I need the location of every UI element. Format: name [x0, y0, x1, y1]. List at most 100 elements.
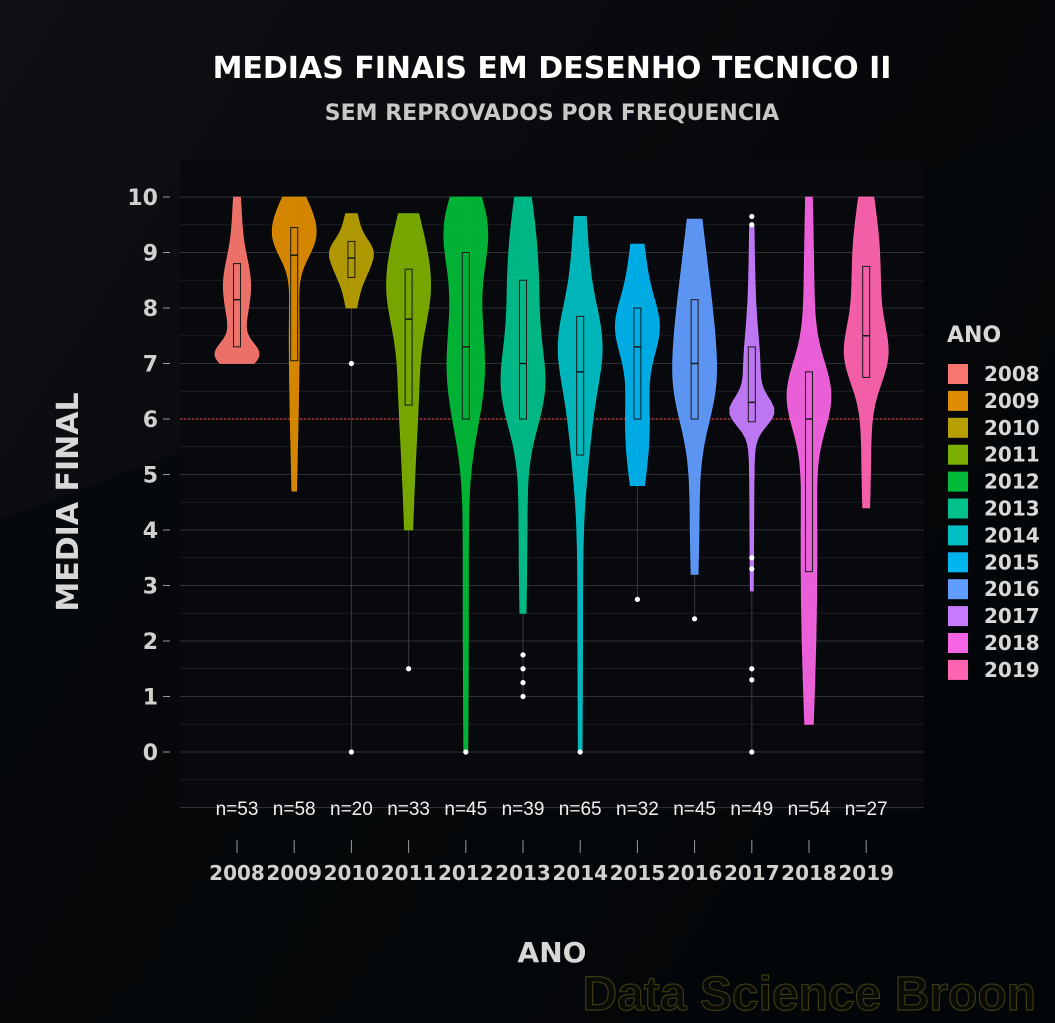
violin-group-2014	[557, 216, 603, 755]
n-label: n=27	[845, 799, 888, 820]
chart-title: MEDIAS FINAIS EM DESENHO TECNICO II	[213, 51, 892, 86]
box	[862, 265, 871, 378]
violin-group-2011	[386, 213, 431, 672]
violin-group-2013	[500, 196, 546, 700]
violin	[672, 218, 718, 575]
legend-label: 2010	[984, 416, 1040, 440]
legend-label: 2011	[984, 443, 1040, 467]
legend-label: 2008	[984, 362, 1040, 386]
legend-swatch	[948, 659, 968, 680]
y-tick-label: 4	[143, 519, 158, 544]
legend-item-2016: 2016	[948, 577, 1040, 601]
legend-swatch	[948, 525, 968, 546]
n-label: n=54	[788, 799, 831, 820]
outlier-point	[749, 666, 755, 672]
x-tick-label: 2008	[209, 861, 265, 885]
legend-label: 2013	[984, 497, 1040, 521]
violin	[214, 196, 260, 364]
legend-swatch	[948, 390, 968, 411]
violin	[386, 213, 431, 531]
violin-group-2012	[443, 196, 489, 755]
x-tick-label: 2011	[381, 861, 437, 885]
outlier-point	[348, 749, 354, 755]
legend-item-2011: 2011	[948, 443, 1040, 467]
violin-group-2009	[271, 196, 317, 492]
n-label: n=20	[330, 799, 373, 820]
y-tick-label: 0	[143, 741, 158, 766]
y-tick-label: 5	[143, 464, 158, 489]
outlier-point	[520, 652, 526, 658]
legend-swatch	[948, 633, 968, 653]
outlier-point	[520, 680, 526, 686]
n-label: n=49	[730, 799, 773, 820]
legend-label: 2017	[984, 604, 1040, 628]
violin-group-2010	[329, 213, 374, 755]
legend-swatch	[948, 552, 968, 573]
violin	[271, 196, 317, 492]
outlier-point	[634, 596, 641, 602]
violin	[557, 216, 603, 753]
violin	[500, 196, 546, 614]
plot-panel	[180, 160, 924, 810]
legend-label: 2009	[984, 389, 1040, 413]
n-label: n=45	[444, 799, 487, 820]
outlier-point	[406, 666, 412, 672]
violin	[615, 243, 660, 486]
n-label: n=33	[387, 799, 430, 820]
legend-item-2015: 2015	[948, 550, 1040, 574]
violin-group-2018	[786, 196, 832, 725]
n-label: n=32	[616, 799, 659, 820]
box	[690, 299, 699, 420]
y-tick-label: 9	[143, 242, 158, 267]
violin-group-2019	[843, 196, 889, 509]
x-tick-label: 2017	[724, 861, 780, 885]
legend-item-2014: 2014	[948, 523, 1040, 547]
legend-label: 2015	[984, 550, 1040, 574]
outlier-point	[749, 222, 755, 228]
x-tick-label: 2019	[838, 861, 894, 885]
legend-swatch	[948, 498, 968, 519]
watermark: Data Science Broon	[583, 968, 1036, 1021]
n-labels: n=53 n=58 n=20 n=33 n=45 n=39 n=65 n=32 n=45 n=49…	[216, 799, 888, 820]
box	[290, 227, 299, 362]
legend-item-2009: 2009	[948, 389, 1040, 413]
violin	[329, 213, 374, 309]
box	[347, 240, 356, 278]
outlier-point	[749, 213, 755, 220]
x-axis-ticks: 2008 2009 2010 2011 2012 2013 2014 2015 2016 2017…	[209, 840, 894, 885]
y-tick-label: 3	[143, 575, 158, 600]
box	[747, 346, 756, 423]
box	[576, 315, 585, 456]
legend-item-2019: 2019	[948, 658, 1040, 682]
y-tick-label: 1	[143, 686, 158, 711]
violin-group-2016	[672, 218, 718, 622]
x-tick-label: 2013	[495, 861, 551, 885]
chart-subtitle: SEM REPROVADOS POR FREQUENCIA	[325, 101, 779, 126]
x-tick-label: 2018	[781, 861, 837, 885]
outlier-point	[749, 677, 755, 683]
outlier-point	[749, 749, 755, 755]
outlier-point	[749, 555, 755, 561]
x-tick-label: 2010	[324, 861, 380, 885]
n-label: n=39	[502, 799, 545, 820]
violin	[786, 196, 832, 725]
legend-item-2013: 2013	[948, 497, 1040, 521]
n-label: n=45	[673, 799, 716, 820]
legend-swatch	[948, 471, 968, 492]
outlier-point	[348, 360, 354, 367]
legend-label: 2019	[984, 658, 1040, 682]
x-tick-label: 2016	[667, 861, 723, 885]
n-label: n=65	[559, 799, 602, 820]
outlier-point	[520, 666, 526, 672]
outlier-point	[749, 566, 755, 572]
legend-label: 2016	[984, 577, 1040, 601]
legend-swatch	[948, 579, 968, 600]
outlier-point	[577, 749, 583, 755]
y-tick-label: 7	[143, 353, 158, 378]
y-axis-ticks: 0 1 2 3 4 5 6 7 8 9 10	[127, 186, 170, 766]
violin-group-2008	[214, 196, 260, 364]
y-axis-title: MEDIA FINAL	[51, 392, 86, 611]
legend-label: 2014	[984, 523, 1040, 547]
box	[805, 371, 813, 573]
